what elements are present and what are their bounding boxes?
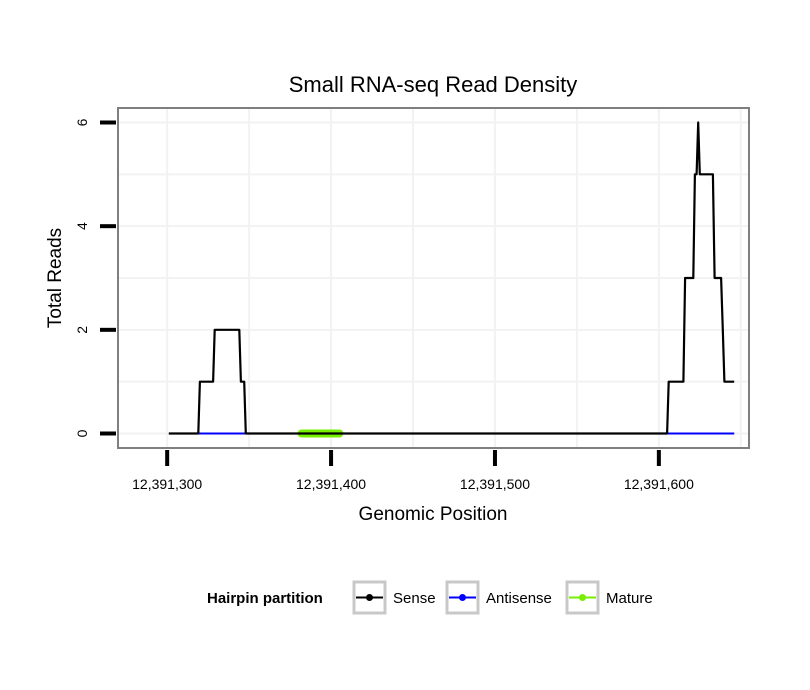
y-tick-label: 6	[74, 118, 90, 126]
x-tick-label: 12,391,400	[296, 476, 366, 492]
legend: Hairpin partition Sense Antisense Mature	[207, 580, 653, 615]
legend-item-sense: Sense	[352, 580, 436, 615]
y-tick-label: 2	[74, 326, 90, 334]
x-axis-title: Genomic Position	[359, 504, 508, 525]
series-sense-line	[168, 121, 735, 435]
legend-title: Hairpin partition	[207, 590, 323, 607]
legend-item-antisense: Antisense	[445, 580, 552, 615]
legend-key-marker	[366, 594, 373, 601]
y-axis-title: Total Reads	[45, 228, 66, 328]
legend-label: Sense	[393, 590, 436, 607]
y-tick-label: 0	[74, 429, 90, 437]
legend-item-mature: Mature	[565, 580, 653, 615]
x-tick-label: 12,391,500	[460, 476, 530, 492]
y-tick-label: 4	[74, 222, 90, 230]
legend-label: Mature	[606, 590, 653, 607]
chart-title: Small RNA-seq Read Density	[289, 72, 578, 97]
legend-key-marker	[459, 594, 466, 601]
legend-label: Antisense	[486, 590, 552, 607]
legend-key-marker	[579, 594, 586, 601]
x-tick-label: 12,391,300	[132, 476, 202, 492]
plot-border	[117, 107, 750, 449]
series-lines	[168, 121, 735, 438]
axes: 12,391,300 12,391,400 12,391,500 12,391,600…	[74, 118, 694, 492]
x-tick-label: 12,391,600	[624, 476, 694, 492]
